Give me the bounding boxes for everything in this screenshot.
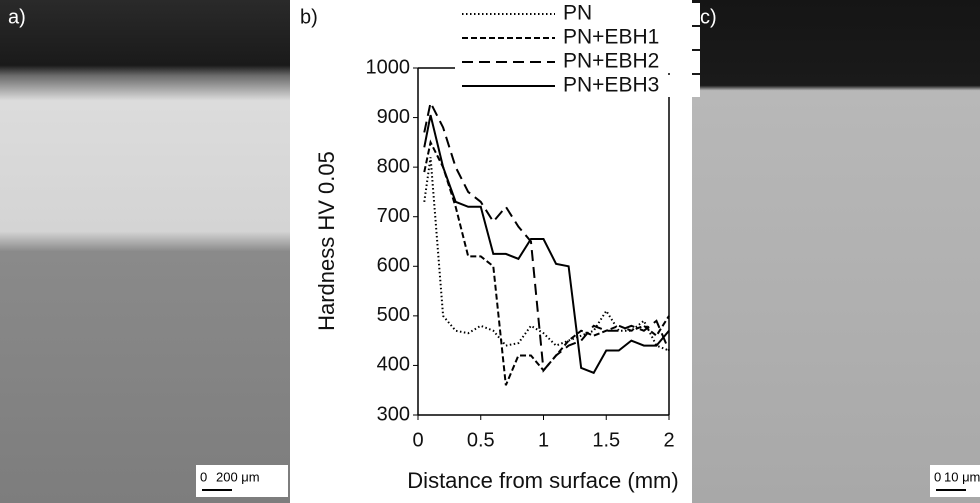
legend-label: PN [563, 2, 592, 25]
y-tick-label: 900 [377, 106, 410, 128]
panel-label: c) [700, 6, 717, 28]
scale-bar-box [196, 465, 288, 497]
y-tick-label: 600 [377, 255, 410, 277]
scale-start: 0 [934, 469, 941, 484]
micrograph-a [0, 0, 290, 503]
panel-label: b) [300, 6, 318, 28]
series-line [423, 114, 670, 375]
y-tick-label: 300 [377, 403, 410, 425]
legend-bg [455, 75, 700, 97]
legend-label: PN+EBH2 [563, 50, 659, 73]
y-tick-label: 1000 [366, 56, 411, 78]
legend-bg [455, 3, 700, 25]
y-tick-label: 400 [377, 354, 410, 376]
y-axis-label: Hardness HV 0.05 [314, 151, 339, 331]
y-tick-label: 500 [377, 304, 410, 326]
x-tick-label: 2 [663, 429, 674, 451]
panel-label: a) [8, 6, 26, 28]
x-tick-label: 0 [412, 429, 423, 451]
y-tick-label: 800 [377, 155, 410, 177]
legend-bg [455, 51, 700, 73]
series-line [423, 99, 670, 373]
x-tick-label: 0.5 [467, 429, 495, 451]
legend-label: PN+EBH1 [563, 26, 659, 49]
scale-end: 200 μm [216, 469, 260, 484]
x-tick-label: 1.5 [592, 429, 620, 451]
series-line [423, 157, 670, 352]
y-tick-label: 700 [377, 205, 410, 227]
scale-bar-box [930, 465, 980, 497]
scale-end: 10 μm [944, 469, 980, 484]
legend-label: PN+EBH3 [563, 74, 659, 97]
x-axis-label: Distance from surface (mm) [407, 468, 678, 493]
legend-bg [455, 27, 700, 49]
x-tick-label: 1 [538, 429, 549, 451]
micrograph-c [692, 0, 980, 503]
scale-start: 0 [200, 469, 207, 484]
